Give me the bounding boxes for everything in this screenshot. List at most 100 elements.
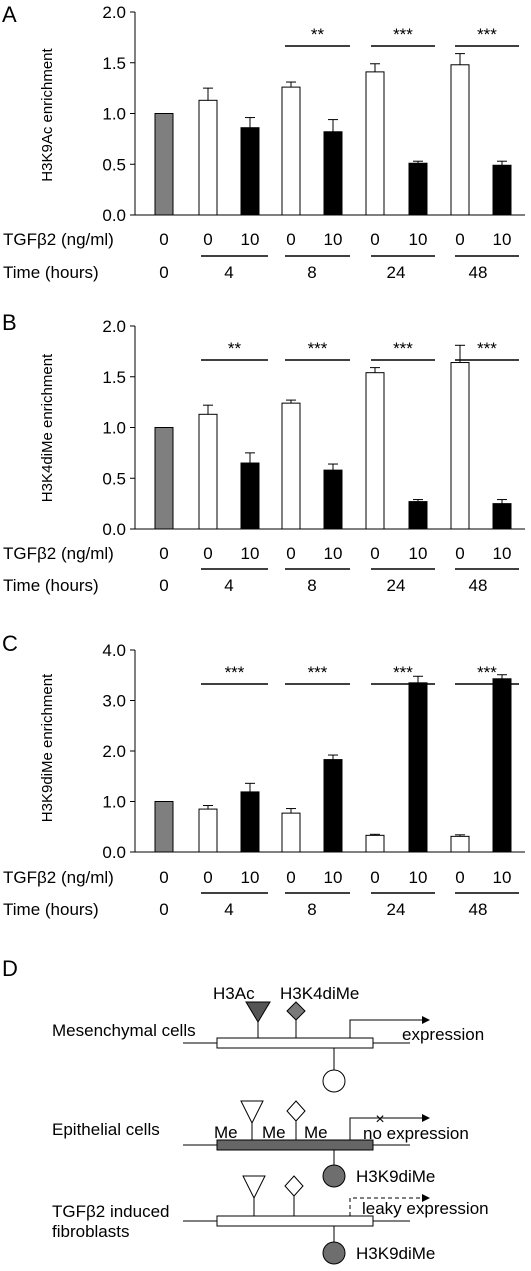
- y-tick-label: 1.0: [102, 419, 126, 438]
- h3ac-filled-triangle-icon: [245, 1001, 271, 1023]
- gene-box: [216, 1215, 374, 1227]
- leaky-expression-text: leaky expression: [362, 1199, 489, 1218]
- epithelial-label: Epithelial cells: [52, 1120, 160, 1139]
- time-value: 8: [307, 900, 316, 919]
- significance-label: ***: [308, 339, 328, 358]
- bar: [240, 462, 260, 530]
- time-value: 48: [469, 263, 488, 282]
- bar: [323, 469, 343, 530]
- significance-label: ***: [393, 663, 413, 682]
- fibroblast-label-1: TGFβ2 induced: [52, 1202, 170, 1221]
- tgf-value: 10: [409, 868, 428, 887]
- y-tick-label: 1.5: [102, 54, 126, 73]
- h3k9dime-label-epithelial: H3K9diMe: [356, 1167, 435, 1186]
- significance-label: ***: [393, 25, 413, 44]
- tgf-value: 10: [324, 544, 343, 563]
- time-value: 4: [224, 263, 233, 282]
- expression-arrow-icon: [349, 1019, 422, 1038]
- bar: [365, 71, 385, 216]
- bar: [408, 501, 428, 530]
- y-tick-label: 0.5: [102, 155, 126, 174]
- y-tick-label: 0.0: [102, 843, 126, 862]
- significance-label: ***: [477, 25, 497, 44]
- tgf-value: 0: [159, 544, 168, 563]
- arrowhead-icon: [422, 1016, 430, 1024]
- time-value: 0: [159, 900, 168, 919]
- bar: [240, 791, 260, 853]
- y-axis-label-a: H3K9Ac enrichment: [39, 47, 56, 181]
- tgf-label-a: TGFβ2 (ng/ml): [3, 230, 114, 249]
- open-diamond-icon: [284, 1175, 304, 1197]
- me-label-3: Me: [304, 1123, 328, 1142]
- bar: [281, 402, 301, 530]
- panel-b: B H3K4diMe enrichment TGFβ2 (ng/ml) Time…: [2, 310, 525, 595]
- row-mesenchymal: Mesenchymal cells expression: [52, 1001, 484, 1093]
- y-tick-label: 0.0: [102, 520, 126, 539]
- panel-label-b: B: [2, 310, 17, 335]
- tgf-value: 10: [241, 544, 260, 563]
- bar: [492, 164, 512, 216]
- tgf-label-b: TGFβ2 (ng/ml): [3, 544, 114, 563]
- tgf-value: 10: [241, 230, 260, 249]
- panel-label-d: D: [2, 956, 18, 981]
- y-tick-label: 2.0: [102, 317, 126, 336]
- tgf-value: 10: [409, 544, 428, 563]
- tgf-value: 0: [455, 868, 464, 887]
- tgf-value: 0: [286, 544, 295, 563]
- bar: [154, 113, 174, 216]
- tgf-value: 0: [159, 868, 168, 887]
- time-value: 48: [469, 576, 488, 595]
- time-value: 24: [387, 900, 406, 919]
- y-tick-label: 2.0: [102, 742, 126, 761]
- significance-label: ***: [308, 663, 328, 682]
- significance-label: ***: [225, 663, 245, 682]
- tgf-value: 10: [409, 230, 428, 249]
- panel-a: A H3K9Ac enrichment TGFβ2 (ng/ml) Time (…: [2, 2, 525, 282]
- bar: [198, 808, 218, 853]
- tgf-value: 10: [324, 868, 343, 887]
- open-triangle-icon: [242, 1175, 266, 1200]
- y-axis-label-c: H3K9diMe enrichment: [39, 673, 56, 822]
- time-value: 8: [307, 263, 316, 282]
- h3k4dime-label: H3K4diMe: [280, 984, 359, 1003]
- me-label-2: Me: [262, 1123, 286, 1142]
- tgf-value: 10: [493, 868, 512, 887]
- tgf-label-c: TGFβ2 (ng/ml): [3, 868, 114, 887]
- arrowhead-icon: [422, 1114, 430, 1122]
- expression-text: expression: [402, 1025, 484, 1044]
- time-value: 24: [387, 576, 406, 595]
- open-diamond-icon: [286, 1100, 306, 1122]
- significance-label: ***: [477, 663, 497, 682]
- bar: [323, 759, 343, 853]
- y-tick-label: 0.0: [102, 206, 126, 225]
- significance-label: **: [228, 339, 242, 358]
- time-value: 8: [307, 576, 316, 595]
- row-fibroblasts: TGFβ2 induced fibroblasts H3K9diMe leaky…: [52, 1175, 489, 1265]
- bar: [154, 427, 174, 530]
- bar: [323, 131, 343, 216]
- panel-c: C H3K9diMe enrichment TGFβ2 (ng/ml) Time…: [2, 631, 525, 919]
- bar: [240, 127, 260, 216]
- y-tick-label: 3.0: [102, 692, 126, 711]
- filled-circle-icon: [322, 1164, 346, 1188]
- bar: [492, 503, 512, 530]
- bar: [365, 372, 385, 530]
- bar: [281, 86, 301, 216]
- blocked-expression-arrow-icon: [349, 1117, 422, 1140]
- y-tick-label: 4.0: [102, 641, 126, 660]
- tgf-value: 0: [286, 230, 295, 249]
- x-block-icon: ×: [375, 1111, 384, 1128]
- y-tick-label: 2.0: [102, 3, 126, 22]
- y-tick-label: 0.5: [102, 469, 126, 488]
- empty-circle-icon: [322, 1069, 346, 1093]
- y-tick-label: 1.0: [102, 105, 126, 124]
- tgf-value: 0: [203, 230, 212, 249]
- h3ac-label: H3Ac: [213, 984, 255, 1003]
- tgf-value: 10: [493, 230, 512, 249]
- bar: [198, 413, 218, 530]
- bar: [281, 812, 301, 853]
- time-value: 0: [159, 576, 168, 595]
- leaky-expression-arrow-icon: [349, 1197, 422, 1216]
- bar: [450, 64, 470, 216]
- time-value: 4: [224, 576, 233, 595]
